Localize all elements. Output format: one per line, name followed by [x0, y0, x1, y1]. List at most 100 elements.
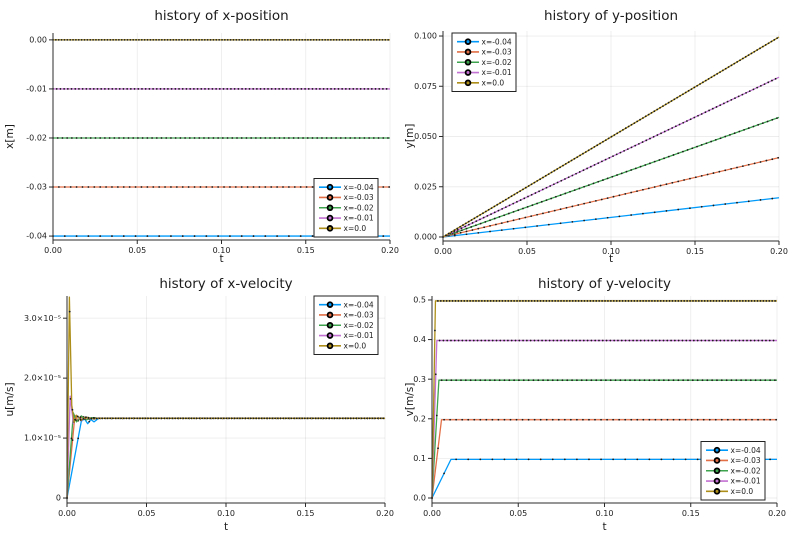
- series-x=-0.03: [442, 156, 780, 238]
- series-markers: [66, 417, 380, 499]
- legend-label: x=-0.03: [482, 48, 512, 57]
- x-tick-label: 0.20: [381, 246, 399, 255]
- y-tick-label: 1.0×10⁻⁵: [24, 434, 61, 443]
- series-markers: [431, 379, 776, 499]
- y-tick-label: -0.02: [26, 134, 47, 143]
- legend-entry: x=-0.01: [319, 214, 374, 223]
- legend: x=-0.04 x=-0.03x=-0.02x=-0.01x=0.0: [451, 32, 517, 92]
- y-axis-label: y[m]: [404, 124, 416, 149]
- series-markers: [66, 397, 383, 499]
- x-tick-label: 0.15: [297, 509, 315, 518]
- series-markers: [431, 339, 775, 499]
- x-axis-label: t: [609, 253, 613, 265]
- legend-entry: x=-0.04: [706, 446, 761, 455]
- series-markers: [52, 88, 388, 90]
- series-markers: [66, 416, 384, 499]
- series-x=-0.01: [66, 395, 385, 499]
- series-x=-0.04: [442, 197, 780, 238]
- y-tick-label: 0.100: [414, 32, 437, 41]
- y-tick-label: 0.050: [414, 132, 437, 141]
- x-tick-label: 0.05: [138, 509, 156, 518]
- series-markers: [66, 310, 385, 499]
- x-tick-label: 0.15: [297, 246, 315, 255]
- series-x=-0.04: [66, 417, 385, 499]
- tick-labels: 0.00 0.05 0.10 0.15 0.20 0 1.0×10⁻⁵ 2.0×10⁻⁵ 3.0…: [24, 314, 394, 518]
- legend-label: x=-0.03: [344, 193, 374, 202]
- legend-entry: x=0.0: [706, 487, 753, 496]
- legend-entry: x=-0.04: [319, 183, 374, 192]
- legend-entry: x=-0.01: [457, 68, 512, 77]
- legend-entry: x=-0.04: [457, 37, 512, 46]
- legend-label: x=0.0: [344, 224, 367, 233]
- legend-label: x=-0.04: [344, 183, 374, 192]
- series-x=-0.02: [52, 137, 390, 139]
- series-x=-0.01: [52, 88, 390, 90]
- plot-title: history of x-position: [154, 8, 288, 24]
- legend-entry: x=-0.02: [319, 321, 374, 330]
- legend-entry: x=-0.02: [706, 466, 761, 475]
- legend-label: x=-0.02: [731, 466, 761, 475]
- legend: x=-0.04x=-0.03x=-0.02x=-0.01x=0.0: [313, 295, 379, 355]
- axes: 0.00 0.05 0.10 0.15 0.20 0 1.0×10⁻⁵ 2.0×10⁻⁵ 3.0…: [24, 296, 394, 518]
- legend-label: x=-0.04: [731, 446, 761, 455]
- legend-entry: x=0.0: [319, 341, 366, 350]
- x-tick-label: 0.10: [217, 509, 235, 518]
- legend-label: x=-0.01: [482, 68, 512, 77]
- x-axis-label: t: [219, 253, 223, 265]
- legend-label: x=0.0: [731, 487, 754, 496]
- series-x=0.0: [52, 38, 390, 41]
- legend-label: x=0.0: [344, 341, 367, 350]
- x-axis-label: t: [224, 521, 228, 533]
- y-axis-label: x[m]: [4, 124, 16, 149]
- plot-title: history of y-velocity: [538, 276, 671, 292]
- plot-y-position-history: 0.00 0.05 0.10 0.15 0.20 0.000 0.025 0.050 0.075…: [404, 8, 788, 265]
- series-markers: [431, 300, 776, 499]
- series-x=-0.02: [442, 116, 780, 238]
- y-axis-label: u[m/s]: [4, 382, 16, 416]
- legend-entry: x=0.0: [457, 78, 504, 87]
- x-tick-label: 0.05: [509, 509, 527, 518]
- y-tick-label: 3.0×10⁻⁵: [24, 314, 61, 323]
- y-tick-label: 0.075: [414, 82, 437, 91]
- series-x=-0.03: [431, 418, 778, 499]
- series-x=0.0: [66, 296, 385, 499]
- legend-entry: x=-0.03: [319, 311, 374, 320]
- plot-title: history of y-position: [544, 8, 678, 24]
- y-tick-label: 0.5: [413, 296, 426, 305]
- legend-label: x=-0.01: [731, 477, 761, 486]
- plot-title: history of x-velocity: [159, 276, 292, 292]
- tick-labels: 0.00 0.05 0.10 0.15 0.20 0.000 0.025 0.050 0.075…: [414, 32, 788, 256]
- axes: 0.00 0.05 0.10 0.15 0.20 0.00 -0.01 -0.02 -0.03 -…: [26, 33, 399, 255]
- x-tick-label: 0.00: [44, 246, 62, 255]
- legend: x=-0.04x=-0.03x=-0.02 x=-0.01x=0.0: [313, 178, 379, 238]
- axes: 0.00 0.05 0.10 0.15 0.20 0.000 0.025 0.050 0.075…: [414, 31, 788, 256]
- legend: x=-0.04x=-0.03x=-0.02x=-0.01x=0.0: [700, 441, 766, 501]
- y-tick-label: 0.4: [413, 335, 426, 344]
- y-tick-label: 0.2: [413, 414, 426, 423]
- legend-entry: x=-0.03: [457, 48, 512, 57]
- series-x=-0.02: [66, 412, 385, 499]
- x-tick-label: 0.00: [58, 509, 76, 518]
- y-tick-label: 0.1: [413, 454, 426, 463]
- series-markers: [52, 38, 390, 41]
- x-tick-label: 0.15: [686, 247, 704, 256]
- legend-label: x=0.0: [482, 78, 505, 87]
- series-markers: [442, 117, 778, 238]
- series-x=-0.02: [431, 379, 777, 499]
- plot-y-velocity-history: 0.00 0.05 0.10 0.15 0.20 0.0 0.1 0.2 0.3 0.4 0.5 hi…: [404, 276, 786, 533]
- series-x=0.0: [442, 36, 780, 238]
- legend-label: x=-0.02: [344, 203, 374, 212]
- y-tick-label: 0.00: [29, 35, 47, 44]
- legend-label: x=-0.01: [344, 214, 374, 223]
- series-x=-0.01: [442, 76, 780, 238]
- y-tick-label: 0.3: [413, 375, 426, 384]
- legend-entry: x=-0.01: [706, 477, 761, 486]
- y-tick-label: 2.0×10⁻⁵: [24, 374, 61, 383]
- y-tick-label: 0.000: [414, 233, 437, 242]
- axes: 0.00 0.05 0.10 0.15 0.20 0.0 0.1 0.2 0.3 0.4 0.5: [413, 296, 786, 518]
- x-tick-label: 0.15: [682, 509, 700, 518]
- legend-label: x=-0.02: [482, 58, 512, 67]
- legend-entry: x=0.0: [319, 224, 366, 233]
- series-x=0.0: [431, 300, 777, 499]
